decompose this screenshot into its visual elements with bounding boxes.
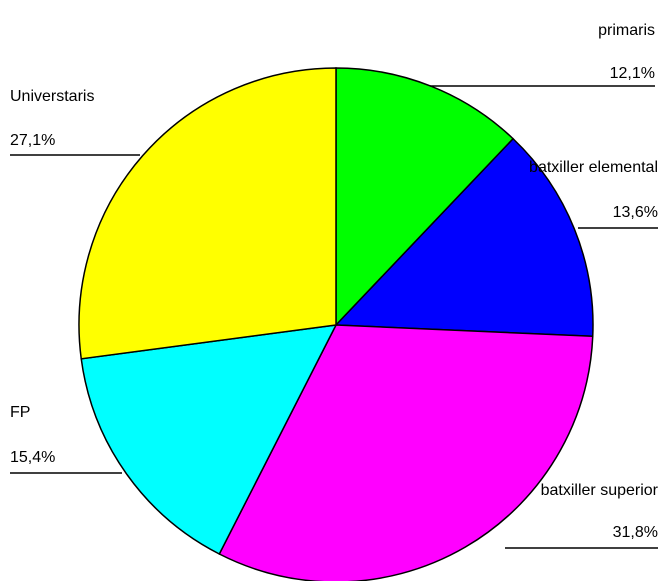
slice-label-primaris-name: primaris	[598, 22, 655, 39]
slice-label-batxiller-elemental-name: batxiller elemental	[529, 159, 658, 176]
pie-labels: primaris 12,1% batxiller elemental 13,6%…	[10, 22, 659, 549]
pie-slice-universtaris	[78, 67, 337, 360]
slice-label-fp-name: FP	[10, 404, 30, 421]
slice-label-universtaris-name: Universtaris	[10, 88, 94, 105]
slice-label-primaris-value: 12,1%	[610, 65, 655, 82]
pie-slice-fp	[80, 324, 338, 555]
slice-label-fp-value: 15,4%	[10, 449, 55, 466]
slice-label-batxiller-elemental-value: 13,6%	[613, 204, 658, 221]
slice-label-batxiller-superior-value: 31,8%	[613, 524, 658, 541]
pie-slice-batxiller-superior	[218, 324, 594, 581]
pie-slice-batxiller-elemental	[334, 137, 594, 338]
slice-label-batxiller-superior-name: batxiller superior	[541, 482, 659, 499]
slice-label-universtaris-value: 27,1%	[10, 132, 55, 149]
pie-slices	[78, 67, 594, 581]
